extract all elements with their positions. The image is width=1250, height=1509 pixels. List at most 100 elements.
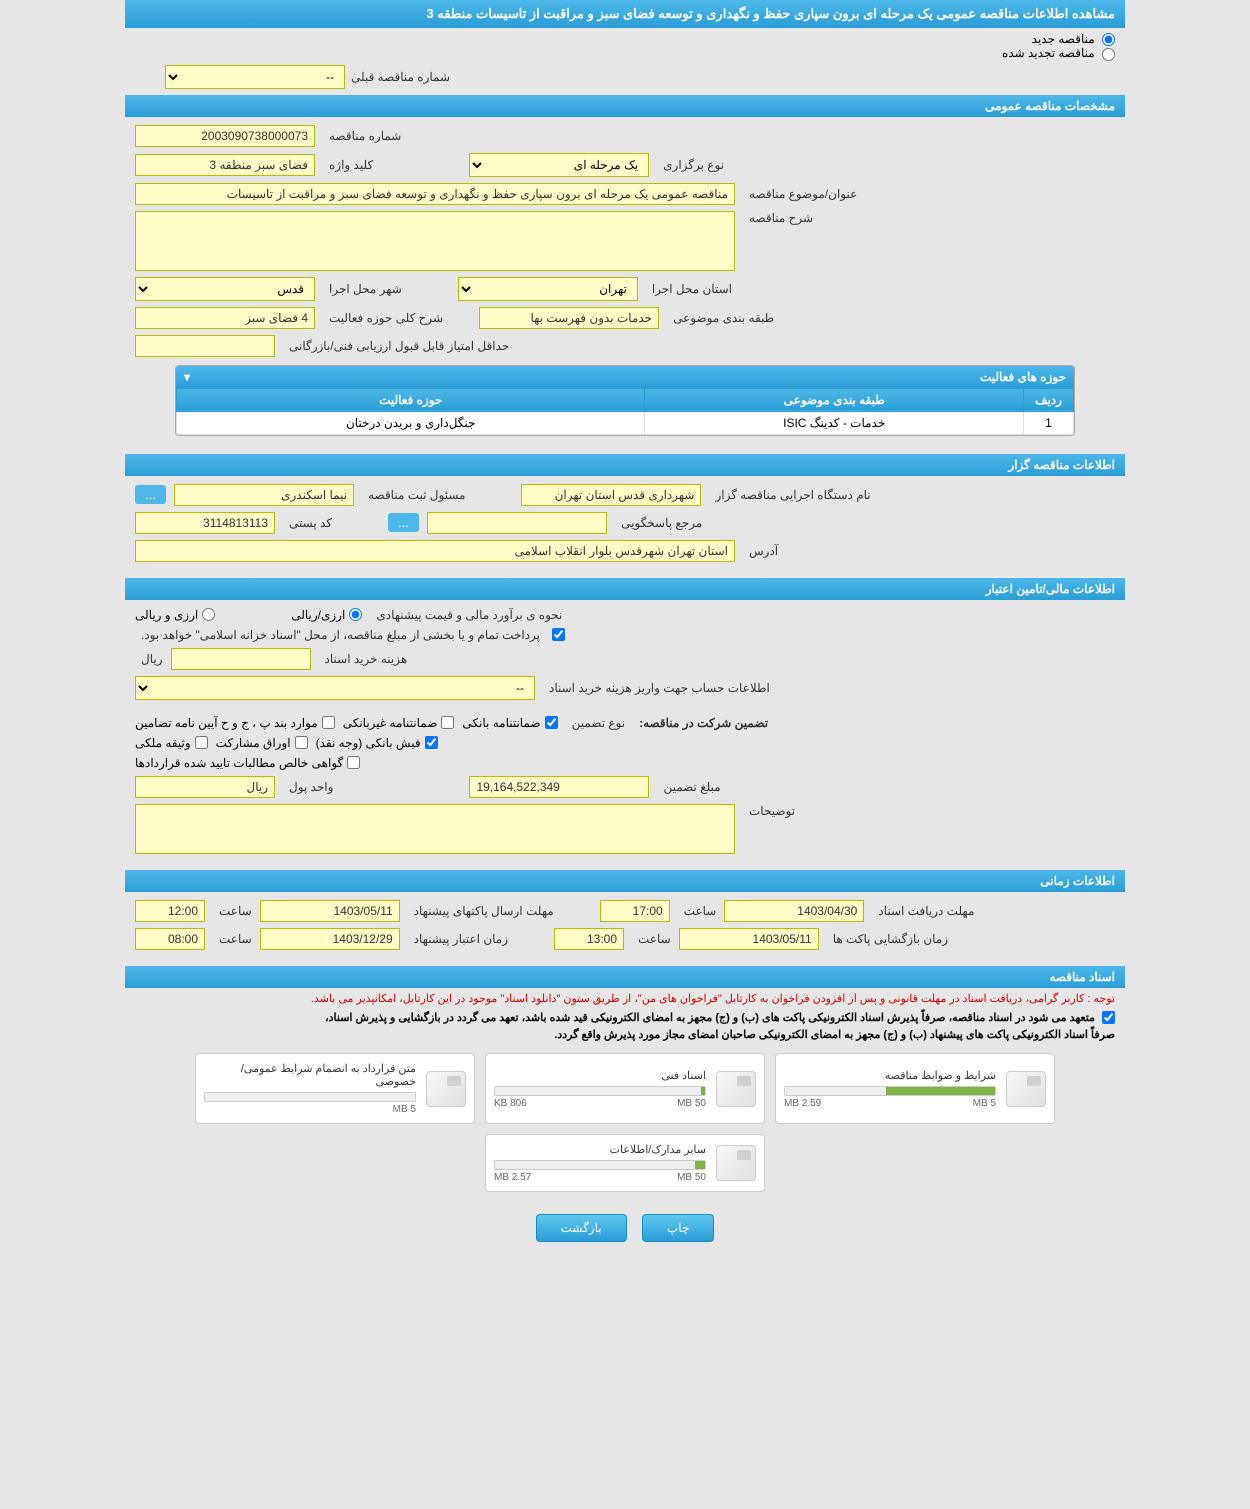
ellipsis-button[interactable]: ...: [135, 485, 166, 504]
status-new-radio[interactable]: [1102, 33, 1115, 46]
folder-icon: [716, 1145, 756, 1181]
notes-field: [135, 804, 735, 854]
print-button[interactable]: چاپ: [642, 1214, 714, 1242]
g-regulation-checkbox[interactable]: [322, 716, 335, 729]
receive-label: مهلت دریافت اسناد: [878, 904, 974, 918]
g-nonbank-checkbox[interactable]: [441, 716, 454, 729]
contact-ellipsis-button[interactable]: ...: [388, 513, 419, 532]
deposit-account-select[interactable]: --: [135, 676, 535, 700]
folder-icon: [426, 1071, 466, 1107]
status-renewed-label: مناقصه تجدید شده: [1002, 46, 1095, 60]
g-bonds-checkbox[interactable]: [295, 736, 308, 749]
col-field: حوزه فعالیت: [177, 388, 645, 411]
collapse-icon[interactable]: ▾: [184, 370, 190, 384]
currency-riyal-label: ارزی/ریالی: [291, 608, 345, 622]
doc-cost-unit: ریال: [141, 652, 163, 666]
deposit-account-label: اطلاعات حساب جهت واریز هزینه خرید اسناد: [549, 681, 770, 695]
file-cap: 5 MB: [393, 1104, 416, 1115]
file-box[interactable]: شرایط و ضوابط مناقصه5 MB2.59 MB: [775, 1053, 1055, 1124]
g-cash-checkbox[interactable]: [425, 736, 438, 749]
back-button[interactable]: بازگشت: [536, 1214, 627, 1242]
g-property-checkbox[interactable]: [195, 736, 208, 749]
progress-bar: [204, 1092, 416, 1102]
unit-label: واحد پول: [289, 780, 333, 794]
file-title: اسناد فنی: [494, 1069, 706, 1082]
submit-time-field: 12:00: [135, 900, 205, 922]
type-select[interactable]: یک مرحله ای: [469, 153, 649, 177]
min-score-field: [135, 335, 275, 357]
subject-label: عنوان/موضوع مناقصه: [749, 187, 857, 201]
file-cap: 50 MB: [677, 1098, 706, 1109]
open-date-field: 1403/05/11: [679, 928, 819, 950]
progress-bar: [494, 1160, 706, 1170]
file-box[interactable]: متن قرارداد به انضمام شرایط عمومی/خصوصی5…: [195, 1053, 475, 1124]
contact-label: مرجع پاسخگویی: [621, 516, 702, 530]
province-label: استان محل اجرا: [652, 282, 732, 296]
currency-both-label: ارزی و ریالی: [135, 608, 198, 622]
g-cash-label: فیش بانکی (وجه نقد): [316, 736, 421, 750]
province-select[interactable]: تهران: [458, 277, 638, 301]
subject-field: مناقصه عمومی یک مرحله ای برون سپاری حفظ …: [135, 183, 735, 205]
number-field: 2003090738000073: [135, 125, 315, 147]
guarantee-type-label: نوع تضمین: [572, 716, 625, 730]
page-title: مشاهده اطلاعات مناقصه عمومی یک مرحله ای …: [125, 0, 1125, 28]
address-field: استان تهران شهرقدس بلوار انقلاب اسلامی: [135, 540, 735, 562]
validity-time-field: 08:00: [135, 928, 205, 950]
section-general: مشخصات مناقصه عمومی: [125, 95, 1125, 117]
open-time-label: ساعت: [638, 932, 671, 946]
submit-label: مهلت ارسال پاکتهای پیشنهاد: [414, 904, 554, 918]
folder-icon: [1006, 1071, 1046, 1107]
submit-date-field: 1403/05/11: [260, 900, 400, 922]
notes-label: توضیحات: [749, 804, 795, 818]
table-row: 1خدمات - کدینگ ISICجنگل‌داری و بریدن درخ…: [177, 411, 1074, 434]
description-field: [135, 211, 735, 271]
activity-desc-field: 4 فضای سبز: [135, 307, 315, 329]
doc-note-checkbox[interactable]: [1102, 1011, 1115, 1024]
unit-field: ریال: [135, 776, 275, 798]
file-used: 2.57 MB: [494, 1172, 531, 1183]
open-label: زمان بازگشایی پاکت ها: [833, 932, 948, 946]
status-renewed-radio[interactable]: [1102, 48, 1115, 61]
reg-person-field: نیما اسکندری: [174, 484, 354, 506]
g-bonds-label: اوراق مشارکت: [216, 736, 291, 750]
address-label: آدرس: [749, 544, 778, 558]
section-documents: اسناد مناقصه: [125, 966, 1125, 988]
file-box[interactable]: سایر مدارک/اطلاعات 50 MB 2.57 MB: [485, 1134, 765, 1192]
receive-date-field: 1403/04/30: [724, 900, 864, 922]
amount-label: مبلغ تضمین: [663, 780, 720, 794]
g-receivables-checkbox[interactable]: [347, 756, 360, 769]
doc-cost-label: هزینه خرید اسناد: [325, 652, 408, 666]
g-bank-checkbox[interactable]: [545, 716, 558, 729]
currency-riyal-radio[interactable]: [349, 608, 362, 621]
city-label: شهر محل اجرا: [329, 282, 402, 296]
file-box[interactable]: اسناد فنی 50 MB 806 KB: [485, 1053, 765, 1124]
payment-note-checkbox[interactable]: [552, 628, 565, 641]
org-field: شهرداری قدس استان تهران: [521, 484, 701, 506]
file-cap: 50 MB: [677, 1172, 706, 1183]
prev-number-label: شماره مناقصه قبلی: [351, 70, 450, 84]
guarantee-label: تضمین شرکت در مناقصه:: [639, 716, 768, 730]
payment-note: پرداخت تمام و یا بخشی از مبلغ مناقصه، از…: [141, 628, 540, 642]
validity-date-field: 1403/12/29: [260, 928, 400, 950]
topic-class-field: خدمات بدون فهرست بها: [479, 307, 659, 329]
currency-both-radio[interactable]: [202, 608, 215, 621]
activity-table: ردیف طبقه بندی موضوعی حوزه فعالیت 1خدمات…: [176, 388, 1074, 435]
folder-icon: [716, 1071, 756, 1107]
g-nonbank-label: ضمانتنامه غیربانکی: [343, 716, 438, 730]
contact-field: [427, 512, 607, 534]
status-new-label: مناقصه جدید: [1032, 32, 1095, 46]
file-used: 806 KB: [494, 1098, 527, 1109]
activity-desc-label: شرح کلی حوزه فعالیت: [329, 311, 443, 325]
section-holder: اطلاعات مناقصه گزار: [125, 454, 1125, 476]
open-time-field: 13:00: [554, 928, 624, 950]
receive-time-field: 17:00: [600, 900, 670, 922]
file-title: سایر مدارک/اطلاعات: [494, 1143, 706, 1156]
activity-box: حوزه های فعالیت ▾ ردیف طبقه بندی موضوعی …: [175, 365, 1075, 436]
postal-field: 3114813113: [135, 512, 275, 534]
activity-title: حوزه های فعالیت: [980, 370, 1066, 384]
topic-class-label: طبقه بندی موضوعی: [673, 311, 774, 325]
prev-number-select[interactable]: --: [165, 65, 345, 89]
city-select[interactable]: قدس: [135, 277, 315, 301]
file-cap: 5 MB: [973, 1098, 996, 1109]
file-title: شرایط و ضوابط مناقصه: [784, 1069, 996, 1082]
